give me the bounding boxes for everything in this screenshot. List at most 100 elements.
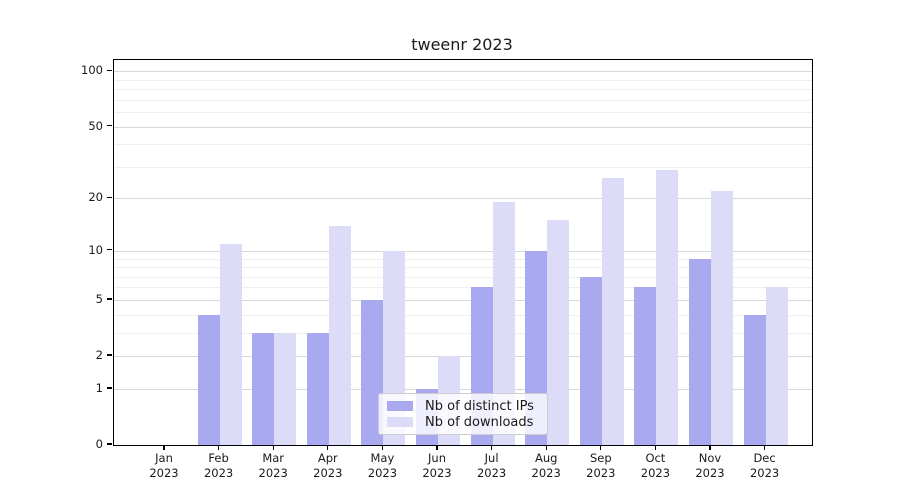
x-tick-year: 2023 [586,466,616,480]
gridline-minor [114,314,812,316]
gridline-major [114,299,812,301]
y-tick-mark [106,387,112,389]
x-tick-month: Jan [155,451,173,465]
legend-label-distinct-ips: Nb of distinct IPs [425,398,534,414]
gridline-minor [114,276,812,278]
legend: Nb of distinct IPs Nb of downloads [378,393,548,435]
x-tick-year: 2023 [422,466,452,480]
gridline-major [114,126,812,128]
gridline-minor [114,99,812,101]
y-tick-label: 0 [95,437,103,451]
x-tick-label: Oct 2023 [641,451,670,481]
y-tick-mark [106,249,112,251]
x-tick-month: Jun [428,451,446,465]
bar-ips-mar [252,332,275,445]
x-tick-year: 2023 [640,466,671,480]
x-tick-label: Sep 2023 [586,451,615,481]
x-tick-label: Aug 2023 [532,451,561,481]
plot-area [113,59,813,446]
chart-title: tweenr 2023 [411,35,513,54]
x-tick-month: Mar [262,451,285,465]
bar-ips-may [361,299,384,445]
x-tick-label: Nov 2023 [695,451,724,481]
x-tick-mark [763,445,766,450]
x-tick-month: Nov [698,451,722,465]
x-tick-mark [163,445,165,450]
legend-label-downloads: Nb of downloads [425,414,534,430]
y-tick-label: 20 [88,190,103,205]
x-tick-year: 2023 [313,466,343,480]
bar-ips-sep [579,276,602,445]
x-tick-year: 2023 [749,466,780,480]
gridline-minor [114,332,812,334]
x-tick-label: Jun 2023 [422,451,451,481]
x-tick-mark [490,445,493,450]
bar-ips-oct [634,287,657,445]
bar-downloads-mar [274,332,297,445]
y-tick-label: 5 [95,291,103,306]
y-tick-label: 50 [88,118,103,133]
gridline-minor [114,79,812,81]
gridline-minor [114,112,812,114]
x-tick-month: Jul [484,451,499,465]
legend-swatch-distinct-ips [387,401,413,411]
x-tick-label: Apr 2023 [313,451,342,481]
bar-downloads-feb [219,243,242,445]
gridline-minor [114,166,812,168]
x-tick-month: Apr [317,451,338,465]
bar-downloads-apr [328,225,351,445]
x-tick-label: Dec 2023 [750,451,779,481]
x-tick-year: 2023 [695,466,725,480]
y-tick-mark [106,196,112,199]
x-tick-mark [654,445,657,450]
y-tick-mark [106,354,112,356]
x-tick-mark [545,445,547,450]
bar-downloads-aug [547,220,570,445]
x-tick-month: Dec [753,451,776,465]
x-tick-label: Jul 2023 [477,451,506,481]
bar-downloads-nov [711,191,733,445]
x-tick-mark [217,445,220,450]
x-tick-year: 2023 [258,466,288,480]
x-tick-mark [709,445,711,450]
y-tick-label: 1 [95,380,103,395]
gridline-major [114,198,812,200]
y-tick-label: 100 [81,63,103,78]
gridline-major [114,388,812,390]
y-tick-mark [106,124,112,127]
x-tick-year: 2023 [203,466,234,480]
y-tick-mark [106,298,112,300]
bar-downloads-sep [601,178,624,445]
bar-ips-dec [743,314,766,445]
x-tick-label: May 2023 [368,451,397,481]
x-tick-mark [327,445,329,450]
x-tick-mark [600,445,602,450]
gridline-major [114,250,812,252]
y-tick-mark [106,443,112,445]
y-tick-label: 10 [88,242,103,257]
bar-downloads-jul [492,202,515,445]
x-tick-label: Mar 2023 [259,451,288,481]
x-tick-label: Jan 2023 [149,451,178,481]
bar-downloads-dec [765,287,788,445]
gridline-major [114,356,812,358]
x-tick-year: 2023 [367,466,398,480]
y-tick-mark [106,69,112,71]
gridline-major [114,71,812,73]
gridline-minor [114,258,812,260]
x-tick-month: May [370,451,395,465]
bar-ips-feb [197,314,220,445]
x-tick-mark [436,445,438,450]
x-tick-mark [272,445,274,450]
legend-item-downloads: Nb of downloads [387,414,539,430]
x-tick-year: 2023 [476,466,507,480]
gridline-minor [114,89,812,91]
x-tick-month: Feb [208,451,229,465]
bar-downloads-oct [656,169,679,445]
gridline-minor [114,267,812,269]
gridline-minor [114,144,812,146]
bar-ips-apr [306,332,329,445]
legend-item-distinct-ips: Nb of distinct IPs [387,398,539,414]
x-tick-mark [381,445,384,450]
